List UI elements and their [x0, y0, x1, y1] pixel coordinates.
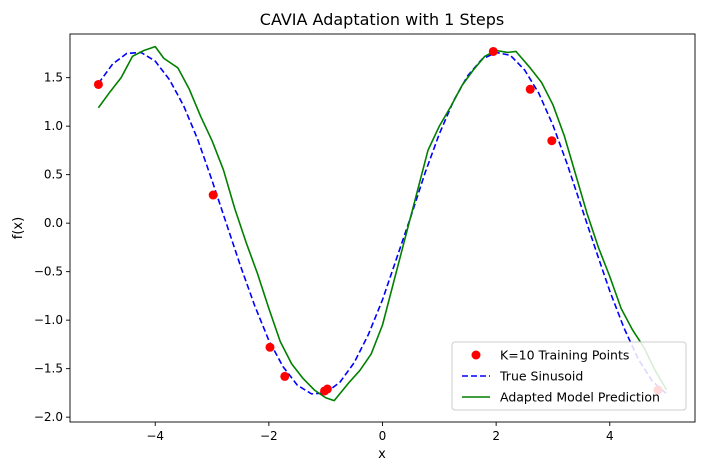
legend-marker-scatter — [471, 350, 481, 360]
scatter-point — [525, 84, 535, 94]
scatter-point — [93, 79, 103, 89]
series-line-true-sinusoid — [97, 51, 668, 395]
legend-label: True Sinusoid — [499, 369, 583, 384]
scatter-point — [265, 342, 275, 352]
legend-label: K=10 Training Points — [500, 348, 629, 363]
x-axis-label: x — [378, 447, 386, 462]
y-tick-label: 1.5 — [44, 71, 63, 85]
axis-ticks: −4 −2 0 2 4 −2.0 −1.5 −1.0 −0.5 0.0 0.5 1.0 1.5 — [34, 71, 614, 443]
y-axis-label: f(x) — [11, 217, 26, 239]
y-tick-label: 0.0 — [44, 216, 63, 230]
x-tick-label: −2 — [260, 429, 278, 443]
x-tick-label: 0 — [379, 429, 387, 443]
legend: K=10 Training Points True Sinusoid Adapted… — [451, 341, 687, 411]
y-tick-label: 0.5 — [44, 168, 63, 182]
y-tick-label: −1.5 — [34, 362, 63, 376]
scatter-point — [322, 384, 332, 394]
x-tick-label: 2 — [492, 429, 500, 443]
legend-label: Adapted Model Prediction — [500, 390, 660, 405]
scatter-point — [280, 371, 290, 381]
x-tick-label: −4 — [146, 429, 164, 443]
series-line-adapted-model-prediction — [97, 45, 668, 402]
scatter-point — [488, 46, 498, 56]
legend-box — [451, 341, 687, 411]
y-tick-label: −0.5 — [34, 265, 63, 279]
scatter-point — [547, 136, 557, 146]
plot-area — [93, 45, 668, 402]
chart-title: CAVIA Adaptation with 1 Steps — [260, 10, 504, 29]
scatter-point — [208, 190, 218, 200]
y-tick-label: 1.0 — [44, 119, 63, 133]
y-tick-label: −1.0 — [34, 313, 63, 327]
x-tick-label: 4 — [606, 429, 614, 443]
y-tick-label: −2.0 — [34, 410, 63, 424]
